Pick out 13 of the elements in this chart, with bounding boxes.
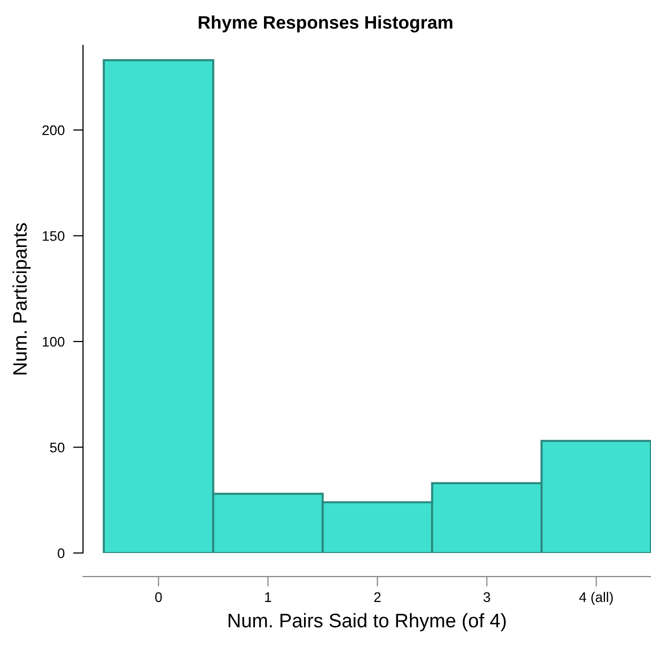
chart-title: Rhyme Responses Histogram [198,16,452,32]
x-axis-title: Num. Pairs Said to Rhyme (of 4) [228,613,506,632]
y-tick-label: 100 [42,336,64,347]
y-axis-title: Num. Participants [12,223,31,374]
x-tick-label: 0 [155,592,162,602]
y-tick-label: 50 [50,442,64,452]
x-tick-label: 2 [374,592,381,602]
y-tick-label: 200 [42,125,64,136]
y-tick-label: 150 [42,231,64,241]
x-tick-label: 4 (all) [579,592,613,605]
x-tick-label: 3 [484,592,490,602]
y-tick-label: 0 [58,548,64,558]
x-tick-label: 1 [265,592,272,602]
